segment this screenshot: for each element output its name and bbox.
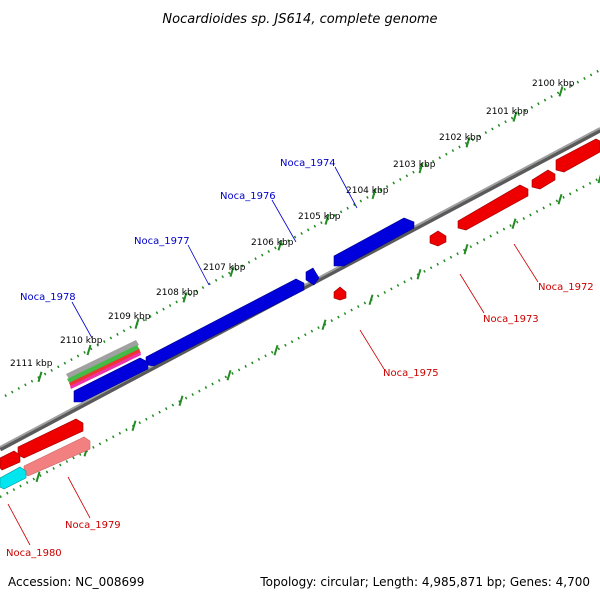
inner-major-tick bbox=[557, 193, 563, 205]
kbp-label-2102: 2102 kbp bbox=[439, 133, 482, 143]
leader-noca-1977 bbox=[187, 244, 210, 286]
kbp-label-2110: 2110 kbp bbox=[60, 336, 103, 346]
gene-label-noca-1976[interactable]: Noca_1976 bbox=[220, 191, 276, 202]
kbp-label-2107: 2107 kbp bbox=[203, 263, 246, 273]
major-tick-2103-kbp bbox=[418, 162, 424, 174]
gene-noca-1973[interactable] bbox=[457, 184, 529, 231]
gene-label-noca-1974[interactable]: Noca_1974 bbox=[280, 158, 336, 169]
feature-magenta bbox=[70, 352, 141, 389]
major-tick-2107-kbp bbox=[229, 266, 235, 277]
major-tick-2102-kbp bbox=[465, 137, 471, 148]
leader-noca-1975 bbox=[359, 329, 385, 370]
kbp-label-2104: 2104 kbp bbox=[346, 186, 389, 196]
major-tick-2101-kbp bbox=[512, 111, 518, 122]
major-tick-2100-kbp bbox=[558, 86, 564, 97]
leader-noca-1979 bbox=[67, 476, 91, 519]
kbp-label-2108: 2108 kbp bbox=[156, 288, 199, 298]
inner-major-tick bbox=[463, 243, 469, 255]
major-tick-2111-kbp bbox=[37, 371, 43, 383]
inner-major-tick bbox=[35, 471, 41, 483]
gene-label-noca-1975[interactable]: Noca_1975 bbox=[383, 368, 439, 379]
feature-red-small bbox=[69, 349, 141, 387]
leader-noca-1978 bbox=[71, 301, 93, 339]
gene-noca-1975-fwd[interactable] bbox=[305, 267, 320, 286]
feature-green bbox=[67, 345, 140, 384]
kbp-label-2105: 2105 kbp bbox=[298, 212, 341, 222]
gene-noca-1972-a[interactable] bbox=[555, 138, 600, 173]
kbp-label-2103: 2103 kbp bbox=[393, 160, 436, 170]
gene-noca-1974[interactable] bbox=[333, 217, 415, 267]
kbp-label-2106: 2106 kbp bbox=[251, 238, 294, 248]
kbp-label-2101: 2101 kbp bbox=[486, 107, 529, 117]
major-tick-2105-kbp bbox=[324, 214, 330, 225]
inner-major-tick bbox=[131, 420, 137, 432]
major-tick-2110-kbp bbox=[86, 344, 92, 356]
major-tick-2108-kbp bbox=[182, 292, 188, 303]
major-ticks bbox=[37, 86, 564, 383]
feature-gray bbox=[66, 340, 139, 379]
gene-label-noca-1978[interactable]: Noca_1978 bbox=[20, 292, 76, 303]
map-title: Nocardioides sp. JS614, complete genome bbox=[162, 12, 437, 27]
kbp-label-2109: 2109 kbp bbox=[108, 312, 151, 322]
inner-major-tick bbox=[597, 174, 600, 184]
topology-text: Topology: circular; Length: 4,985,871 bp… bbox=[259, 575, 590, 589]
gene-noca-1977[interactable] bbox=[73, 357, 149, 403]
kbp-label-2111: 2111 kbp bbox=[10, 359, 53, 369]
gene-noca-1973-small[interactable] bbox=[429, 230, 447, 247]
accession-text: Accession: NC_008699 bbox=[8, 575, 144, 589]
inner-major-tick bbox=[273, 344, 279, 356]
gene-noca-1972-b[interactable] bbox=[531, 169, 556, 190]
major-tick-2106-kbp bbox=[277, 240, 283, 251]
gene-label-noca-1977[interactable]: Noca_1977 bbox=[134, 236, 190, 247]
gene-noca-1980-cyan[interactable] bbox=[0, 466, 27, 490]
gene-label-noca-1980[interactable]: Noca_1980 bbox=[6, 548, 62, 559]
major-tick-2109-kbp bbox=[134, 318, 140, 329]
inner-major-tick bbox=[416, 268, 422, 280]
inner-major-tick bbox=[511, 218, 517, 230]
leader-noca-1976 bbox=[271, 199, 297, 243]
inner-tick-track bbox=[0, 176, 600, 499]
inner-major-tick bbox=[178, 395, 184, 407]
gene-noca-1975[interactable] bbox=[333, 286, 347, 301]
inner-major-tick bbox=[226, 369, 232, 381]
major-tick-2104-kbp bbox=[371, 188, 377, 200]
gene-label-noca-1979[interactable]: Noca_1979 bbox=[65, 520, 121, 531]
kbp-label-2100: 2100 kbp bbox=[532, 79, 575, 89]
gene-label-noca-1972[interactable]: Noca_1972 bbox=[538, 282, 594, 293]
gene-noca-1980-a[interactable] bbox=[0, 450, 21, 471]
leader-noca-1973 bbox=[459, 273, 485, 314]
inner-major-tick bbox=[321, 319, 327, 331]
outer-tick-track bbox=[4, 68, 600, 398]
gene-label-noca-1973[interactable]: Noca_1973 bbox=[483, 314, 539, 325]
leader-noca-1974 bbox=[334, 166, 358, 209]
leader-noca-1972 bbox=[513, 243, 539, 283]
leader-noca-1980 bbox=[7, 503, 31, 546]
inner-major-tick bbox=[368, 294, 374, 306]
